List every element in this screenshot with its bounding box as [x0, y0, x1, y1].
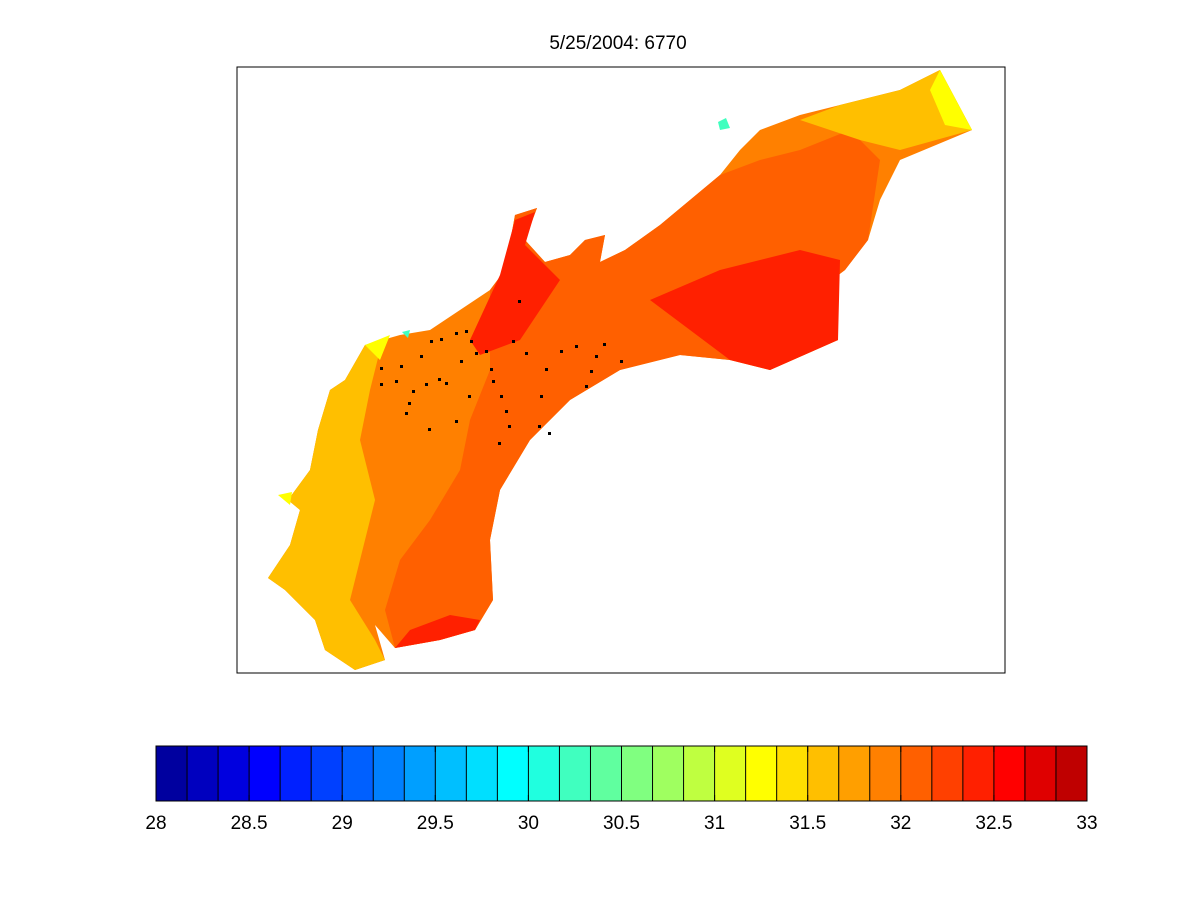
colorbar-segment [807, 746, 840, 801]
colorbar-segment [187, 746, 219, 801]
colorbar-tick-label: 32 [890, 813, 911, 834]
colorbar-tick-label: 30 [518, 813, 539, 834]
colorbar-segment [466, 746, 498, 801]
colorbar-segment [1055, 746, 1088, 801]
colorbar-segment [652, 746, 685, 801]
colorbar-segment [218, 746, 250, 801]
colorbar-segment [249, 746, 281, 801]
colorbar-tick-label: 28.5 [231, 813, 268, 834]
colorbar-segment [435, 746, 467, 801]
colorbar-segment [714, 746, 747, 801]
colorbar: 28 28.5 29 29.5 30 30.5 31 31.5 32 32.5 33 [145, 745, 1098, 834]
colorbar-segment [962, 746, 995, 801]
region-high [395, 212, 840, 648]
colorbar-segment [528, 746, 560, 801]
colorbar-segment [1024, 746, 1057, 801]
map [268, 70, 972, 670]
colorbar-tick-label: 31 [704, 813, 725, 834]
chart-title: 5/25/2004: 6770 [549, 33, 686, 54]
colorbar-segment [931, 746, 964, 801]
colorbar-segment [404, 746, 436, 801]
colorbar-tick-label: 31.5 [789, 813, 826, 834]
colorbar-segment [280, 746, 312, 801]
colorbar-tick-label: 32.5 [975, 813, 1012, 834]
colorbar-tick-label: 30.5 [603, 813, 640, 834]
colorbar-segment [373, 746, 405, 801]
colorbar-segment [900, 746, 933, 801]
colorbar-segment [745, 746, 778, 801]
colorbar-segment [621, 746, 654, 801]
region-low [268, 70, 972, 670]
colorbar-segment [993, 746, 1026, 801]
colorbar-segment [559, 746, 591, 801]
colorbar-segment [497, 746, 529, 801]
colorbar-segment [342, 746, 374, 801]
colorbar-segment [590, 746, 622, 801]
colorbar-tick-label: 29.5 [417, 813, 454, 834]
colorbar-segment [776, 746, 809, 801]
colorbar-segment [311, 746, 343, 801]
colorbar-tick-label: 29 [332, 813, 353, 834]
colorbar-segment [838, 746, 871, 801]
colorbar-tick-label: 33 [1076, 813, 1097, 834]
colorbar-segment [683, 746, 716, 801]
colorbar-segment [156, 746, 188, 801]
colorbar-tick-label: 28 [145, 813, 166, 834]
colorbar-segment [869, 746, 902, 801]
